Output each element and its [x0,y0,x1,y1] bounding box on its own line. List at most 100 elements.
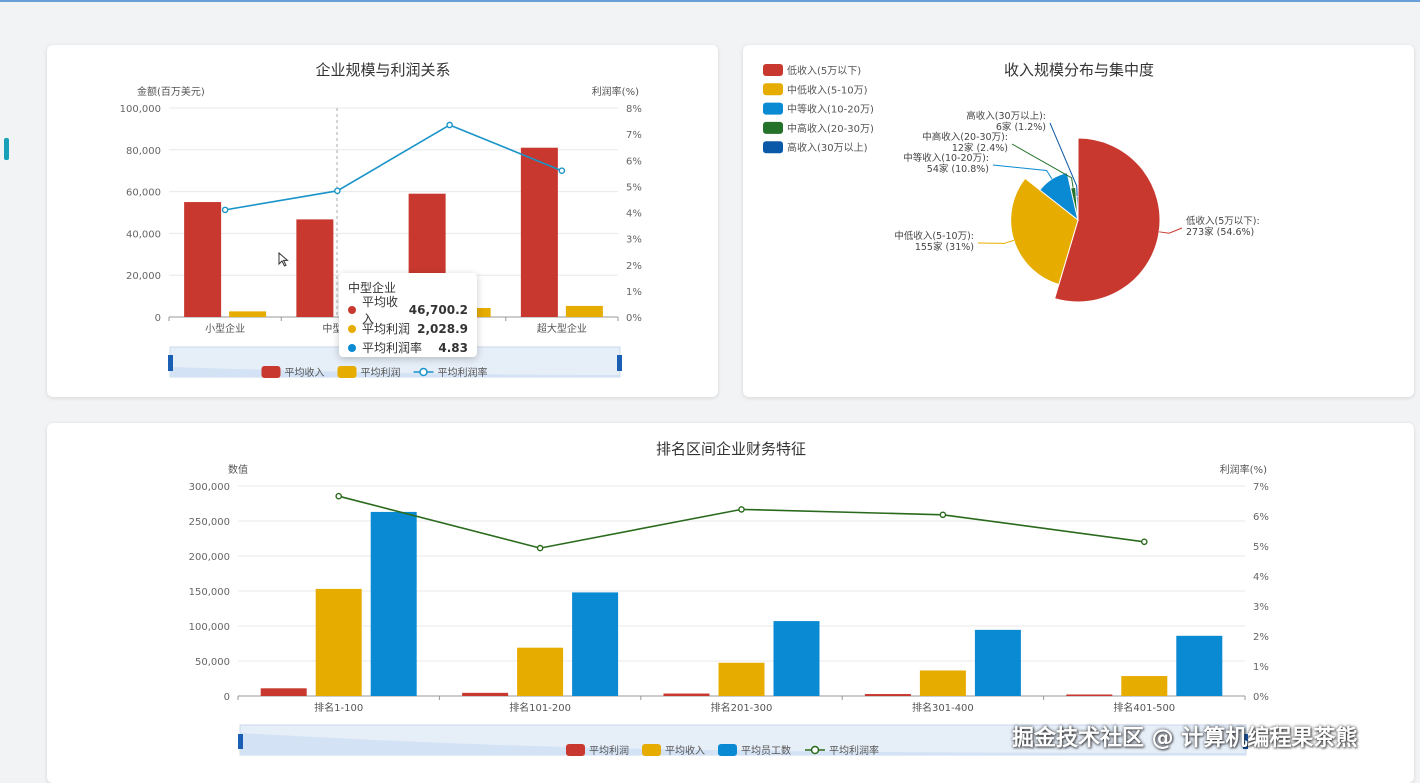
bar-平均员工数 [572,592,619,696]
zoom-handle-right[interactable] [617,355,622,371]
pie-slice [1039,172,1079,222]
legend-label: 平均利润 [361,366,401,379]
zoom-preview [170,367,620,377]
bar-平均员工数 [370,511,417,696]
pie-label-value: 54家 (10.8%) [927,163,989,175]
y-tick-label: 40,000 [126,229,161,240]
line-point [221,206,229,214]
y-tick-label: 150,000 [189,587,230,598]
y2-tick-label: 2% [626,261,642,272]
pie-label-value: 273家 (54.6%) [1186,226,1254,238]
legend-label: 平均利润率 [829,744,879,757]
income-pie-chart: 收入规模分布与集中度 低收入(5万以下) 中低收入(5-10万) 中等收入(10-2… [763,61,1260,303]
tooltip: 中型企业 平均收入 46,700.2 平均利润 2,028.9 平均利润率 4.… [339,273,477,357]
y2-axis-label: 利润率(%) [592,85,639,98]
tooltip-dot [348,324,356,333]
legend-label: 平均收入 [665,744,705,757]
bar-平均员工数 [1176,635,1223,696]
y2-tick-label: 3% [1253,602,1269,613]
tooltip-row-value: 4.83 [438,340,468,355]
line-point [446,121,453,129]
tooltip-dot [348,343,356,352]
watermark: 掘金技术社区 @ 计算机编程果茶熊 [1012,726,1358,751]
x-tick-label: 排名101-200 [509,701,571,714]
data-zoom-slider[interactable] [238,724,1248,756]
pie-label-value: 6家 (1.2%) [996,121,1046,133]
chart-title: 企业规模与利润关系 [315,61,450,79]
zoom-handle-right[interactable] [1243,734,1248,749]
line-point [1141,538,1148,546]
legend-label: 高收入(30万以上) [787,141,868,154]
pie-label: 低收入(5万以下): [1186,215,1260,227]
tooltip-title: 中型企业 [348,281,397,295]
bar-平均利润 [229,311,267,317]
bar-平均利润 [1066,694,1113,696]
bar-平均收入 [1121,676,1168,696]
profit-chart-card: 企业规模与利润关系 金额(百万美元) 利润率(%) 0 20,000 40,000 6… [47,45,718,397]
pie-label-line [1011,143,1074,188]
tooltip-row: 平均利润率 4.83 [348,338,468,357]
y-tick-label: 250,000 [189,517,230,528]
y-tick-label: 100,000 [120,104,161,115]
legend-swatch [763,64,783,76]
legend-point-swatch [419,367,428,377]
legend-swatch [642,744,661,756]
tooltip-dot [348,305,356,314]
tooltip-row-value: 46,700.2 [408,302,468,317]
y2-tick-label: 1% [1253,662,1269,673]
tooltip-row-name: 平均利润 [362,322,411,336]
legend-point-swatch [810,745,820,755]
y2-tick-label: 7% [1253,482,1269,493]
tooltip-row-value: 2,028.9 [417,321,468,336]
y-tick-label: 80,000 [126,146,161,157]
line-point [558,167,566,174]
legend-swatch [763,83,783,96]
pie-label: 中低收入(5-10万): [894,230,974,242]
y-tick-label: 20,000 [126,271,161,282]
x-tick-label: 排名301-400 [912,701,974,714]
zoom-handle-left[interactable] [168,355,173,371]
legend-swatch [763,102,783,115]
y-tick-label: 0 [155,313,161,324]
pie-label: 高收入(30万以上): [966,110,1046,122]
legend-label: 中高收入(20-30万) [787,122,874,135]
bar-平均利润 [864,694,911,696]
bar-平均收入 [718,662,765,696]
y-tick-label: 50,000 [195,657,230,668]
zoom-handle-left[interactable] [238,734,243,749]
legend-label: 中低收入(5-10万) [787,83,868,96]
pie-label: 中等收入(10-20万): [903,152,989,164]
y2-tick-label: 4% [626,209,642,220]
y-tick-label: 200,000 [189,552,230,563]
line-point [335,492,343,500]
pie-label-line [992,164,1053,180]
y-tick-label: 0 [224,692,230,703]
y2-tick-label: 5% [626,182,642,193]
mouse-cursor-icon [278,251,289,267]
tooltip-row-name: 平均利润率 [362,341,423,355]
sidebar-toggle-handle[interactable] [4,138,9,160]
x-tick-label: 排名401-500 [1113,701,1175,714]
legend-label: 平均利润 [589,744,629,757]
bar-平均收入 [296,219,334,317]
tooltip-row-name: 平均收入 [362,294,399,326]
legend-label: 低收入(5万以下) [787,64,861,77]
tooltip-row: 平均利润 2,028.9 [348,319,468,338]
bar-平均收入 [517,647,564,696]
y2-tick-label: 8% [626,104,642,115]
bar-平均员工数 [773,621,820,696]
income-pie-card: 收入规模分布与集中度 低收入(5万以下) 中低收入(5-10万) 中等收入(10-2… [743,45,1414,397]
legend-swatch [763,121,783,134]
y2-tick-label: 4% [1253,572,1269,583]
bar-平均利润 [663,693,710,696]
legend-swatch [763,141,783,154]
bar-平均收入 [520,147,558,317]
legend-swatch [718,744,737,756]
y-tick-label: 300,000 [189,482,230,493]
y2-tick-label: 6% [626,156,642,167]
y2-tick-label: 7% [626,130,642,141]
y-tick-label: 100,000 [189,622,230,633]
pie-slice [1010,177,1079,286]
y2-tick-label: 3% [626,235,642,246]
pie-label: 中高收入(20-30万): [922,131,1008,143]
